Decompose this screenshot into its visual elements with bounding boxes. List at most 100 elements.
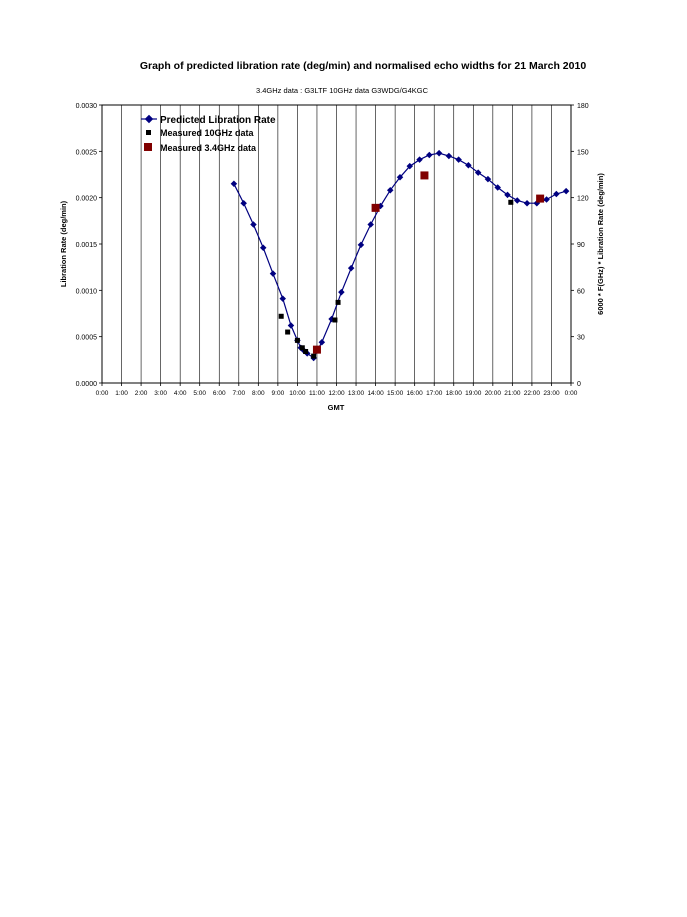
chart-title: Graph of predicted libration rate (deg/m… [140,60,586,72]
x-axis-label: GMT [328,403,345,412]
measured-10ghz-point [508,199,514,205]
y-tick-label: 0.0015 [76,242,98,249]
measured-10ghz-point [278,313,284,319]
measured-10ghz-point [335,299,341,305]
x-tick-label: 2:00 [135,390,148,397]
x-tick-label: 1:00 [115,390,128,397]
predicted-point [465,161,472,169]
measured-3ghz-point [371,203,380,212]
predicted-point [347,264,355,272]
measured-10ghz-point [303,348,309,354]
x-tick-label: 17:00 [426,390,443,397]
x-tick-label: 10:00 [289,390,306,397]
series-layer [230,149,570,362]
predicted-point [250,221,257,228]
predicted-point [435,149,443,157]
chart-subtitle: 3.4GHz data : G3LTF 10GHz data G3WDG/G4K… [256,86,429,95]
y2-tick-label: 60 [577,288,585,295]
y2-axis-label: 6000 * F(GHz) * Libration Rate (deg/min) [596,173,605,315]
predicted-point [240,199,247,207]
x-tick-label: 0:00 [96,390,109,397]
x-tick-label: 21:00 [504,390,521,397]
y2-tick-label: 180 [577,103,589,110]
x-tick-label: 5:00 [193,390,206,397]
measured-10ghz-point [294,337,300,343]
x-tick-label: 16:00 [407,390,424,397]
chart-container: Graph of predicted libration rate (deg/m… [0,0,687,420]
predicted-point [484,175,492,183]
x-tick-label: 0:00 [565,390,578,397]
x-tick-label: 22:00 [524,390,541,397]
grid-lines [121,105,552,383]
predicted-point [494,184,501,191]
x-tick-label: 20:00 [485,390,502,397]
x-tick-label: 8:00 [252,390,265,397]
predicted-point [445,152,453,160]
measured-10ghz-point [285,329,291,335]
x-tick-label: 13:00 [348,390,365,397]
predicted-point [543,196,550,203]
x-tick-label: 4:00 [174,390,187,397]
predicted-point [406,162,414,170]
predicted-point [259,244,267,251]
measured-3ghz-point [420,171,429,180]
x-tick-label: 3:00 [154,390,167,397]
predicted-point [367,221,374,228]
x-tick-label: 14:00 [367,390,384,397]
y2-tick-label: 0 [577,381,581,388]
y-tick-label: 0.0000 [76,381,98,388]
x-tick-label: 12:00 [328,390,345,397]
predicted-point [357,241,365,249]
predicted-point [396,174,404,181]
y-tick-label: 0.0005 [76,335,98,342]
predicted-point [287,322,295,329]
predicted-point [553,190,560,198]
y2-tick-label: 90 [577,242,585,249]
y2-tick-label: 30 [577,335,585,342]
predicted-point [562,187,570,195]
x-tick-label: 15:00 [387,390,404,397]
y-axis-label: Libration Rate (deg/min) [59,200,68,287]
y-tick-labels: 0.0000 0.0005 0.0010 0.0015 0.0020 0.0025 0.00… [76,103,98,388]
measured-10ghz-point [299,345,305,351]
x-tick-labels: 0:00 1:00 2:00 3:00 4:00 5:00 6:00 7:00 8:00 9:00… [96,390,578,397]
predicted-point [318,338,326,346]
axis-ticks [99,104,574,386]
x-tick-label: 11:00 [309,390,325,397]
predicted-point [474,169,482,176]
measured-3ghz-point [536,194,545,203]
predicted-point [230,180,238,188]
predicted-point [426,151,433,159]
legend-label-3ghz: Measured 3.4GHz data [160,143,257,153]
legend-marker-10ghz [146,130,151,135]
x-tick-label: 6:00 [213,390,226,397]
legend-label-10ghz: Measured 10GHz data [160,128,255,138]
predicted-point [523,199,531,207]
x-tick-label: 9:00 [272,390,285,397]
y-tick-label: 0.0030 [76,103,98,110]
predicted-point [386,187,394,194]
x-tick-label: 23:00 [543,390,560,397]
legend-marker-predicted [144,114,154,124]
measured-3ghz-point [312,345,321,354]
predicted-point [514,197,521,204]
legend: Predicted Libration Rate Measured 10GHz … [141,114,276,153]
chart-svg: Graph of predicted libration rate (deg/m… [59,60,605,412]
x-tick-label: 7:00 [232,390,245,397]
measured-10ghz-point [332,317,338,323]
legend-marker-3ghz [144,143,152,151]
measured-10ghz-point [311,353,317,359]
predicted-point [455,156,462,163]
y-tick-label: 0.0020 [76,196,98,203]
predicted-point [504,191,511,199]
predicted-point [269,270,277,277]
y2-tick-label: 150 [577,149,589,156]
x-tick-label: 18:00 [446,390,463,397]
y2-tick-labels: 0 30 60 90 120 150 180 [577,103,589,388]
y-tick-label: 0.0010 [76,288,98,295]
predicted-point [279,295,287,302]
legend-label-predicted: Predicted Libration Rate [160,115,276,126]
x-tick-label: 19:00 [465,390,482,397]
predicted-point [338,288,345,296]
predicted-libration-line [233,152,567,359]
